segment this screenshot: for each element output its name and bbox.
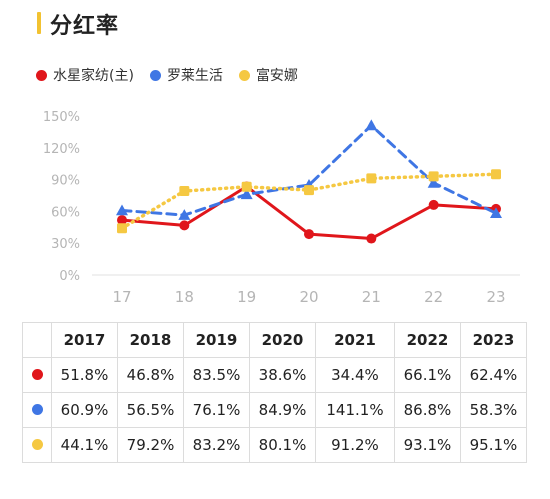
table-header-cell: 2019: [183, 322, 250, 358]
data-point: [304, 185, 314, 196]
table-cell: 44.1%: [51, 427, 118, 463]
data-point: [240, 188, 253, 200]
legend-marker-dot: [238, 69, 250, 81]
table-cell: 79.2%: [117, 427, 184, 463]
legend-label: 富安娜: [255, 68, 298, 84]
legend-marker-dot: [149, 69, 161, 81]
y-tick-label: 60%: [51, 205, 80, 220]
y-tick-label: 120%: [43, 142, 80, 157]
page-title: 分红率: [50, 14, 120, 39]
table-cell: 95.1%: [459, 427, 528, 463]
x-tick-label: 23: [486, 288, 505, 306]
table-cell: 93.1%: [393, 427, 461, 463]
legend-item-fuanna[interactable]: 富安娜: [238, 65, 298, 85]
data-point: [427, 176, 440, 188]
series-dot-icon: [31, 439, 43, 450]
line-chart: 0% 30% 60% 90% 120% 150% 17 18 19 20 21 22 23: [43, 110, 520, 306]
table-cell: 83.5%: [183, 357, 250, 393]
data-point: [117, 215, 127, 226]
data-point: [491, 169, 501, 180]
table-cell: 86.8%: [393, 392, 461, 428]
title-accent-bar: [37, 12, 41, 34]
x-tick-label: 22: [424, 288, 443, 306]
table-cell: 34.4%: [315, 357, 395, 393]
table-cell: 83.2%: [183, 427, 250, 463]
table-cell: 56.5%: [117, 392, 184, 428]
table-cell: 91.2%: [315, 427, 395, 463]
data-point: [365, 119, 378, 131]
data-point: [490, 207, 502, 219]
table-cell: 141.1%: [315, 392, 395, 428]
row-marker-cell: [22, 357, 52, 393]
y-tick-label: 90%: [51, 174, 80, 189]
table-cell: 46.8%: [117, 357, 184, 393]
legend-item-shuixing[interactable]: 水星家纺(主): [36, 65, 134, 85]
data-point: [116, 204, 128, 216]
table-header-cell: [22, 322, 52, 358]
table-cell: 80.1%: [249, 427, 316, 463]
table-row: 51.8% 46.8% 83.5% 38.6% 34.4% 66.1% 62.4…: [22, 357, 528, 393]
series-dot-icon: [31, 369, 43, 380]
table-header-cell: 2020: [249, 322, 316, 358]
x-tick-label: 18: [175, 288, 194, 306]
y-tick-label: 30%: [51, 237, 80, 252]
data-point: [366, 233, 377, 244]
x-tick-label: 19: [237, 288, 256, 306]
data-table: 2017 2018 2019 2020 2021 2022 2023 51.8%…: [22, 322, 528, 463]
table-header-cell: 2022: [393, 322, 461, 358]
data-point: [428, 171, 439, 182]
table-cell: 60.9%: [51, 392, 118, 428]
table-header-cell: 2023: [459, 322, 528, 358]
data-point: [117, 223, 127, 234]
y-tick-label: 150%: [43, 110, 80, 125]
data-point: [179, 220, 190, 231]
table-cell: 62.4%: [459, 357, 528, 393]
row-marker-cell: [22, 427, 52, 463]
table-cell: 66.1%: [393, 357, 461, 393]
table-header-cell: 2018: [117, 322, 184, 358]
table-cell: 51.8%: [51, 357, 118, 393]
table-header-cell: 2021: [315, 322, 395, 358]
x-tick-label: 21: [362, 288, 381, 306]
table-cell: 38.6%: [249, 357, 316, 393]
table-row: 60.9% 56.5% 76.1% 84.9% 141.1% 86.8% 58.…: [22, 392, 528, 428]
table-cell: 84.9%: [249, 392, 316, 428]
series-line-2: [120, 123, 498, 217]
table-header-cell: 2017: [51, 322, 118, 358]
x-tick-label: 20: [299, 288, 318, 306]
data-point: [241, 181, 252, 192]
y-tick-label: 0%: [59, 269, 80, 284]
legend-item-luolai[interactable]: 罗莱生活: [149, 65, 223, 85]
table-cell: 58.3%: [459, 392, 528, 428]
data-point: [179, 186, 190, 197]
row-marker-cell: [22, 392, 52, 428]
legend-label: 罗莱生活: [166, 68, 223, 84]
data-point: [428, 199, 439, 210]
table-row: 44.1% 79.2% 83.2% 80.1% 91.2% 93.1% 95.1…: [22, 427, 528, 463]
x-tick-label: 17: [112, 288, 131, 306]
table-cell: 76.1%: [183, 392, 250, 428]
legend-label: 水星家纺(主): [53, 68, 134, 84]
legend: 水星家纺(主) 罗莱生活 富安娜: [36, 64, 314, 86]
table-header-row: 2017 2018 2019 2020 2021 2022 2023: [22, 322, 528, 358]
series-dot-icon: [31, 404, 43, 415]
data-point: [304, 229, 314, 240]
legend-marker-dot: [36, 69, 47, 81]
data-point: [178, 209, 191, 220]
data-point: [366, 173, 377, 184]
